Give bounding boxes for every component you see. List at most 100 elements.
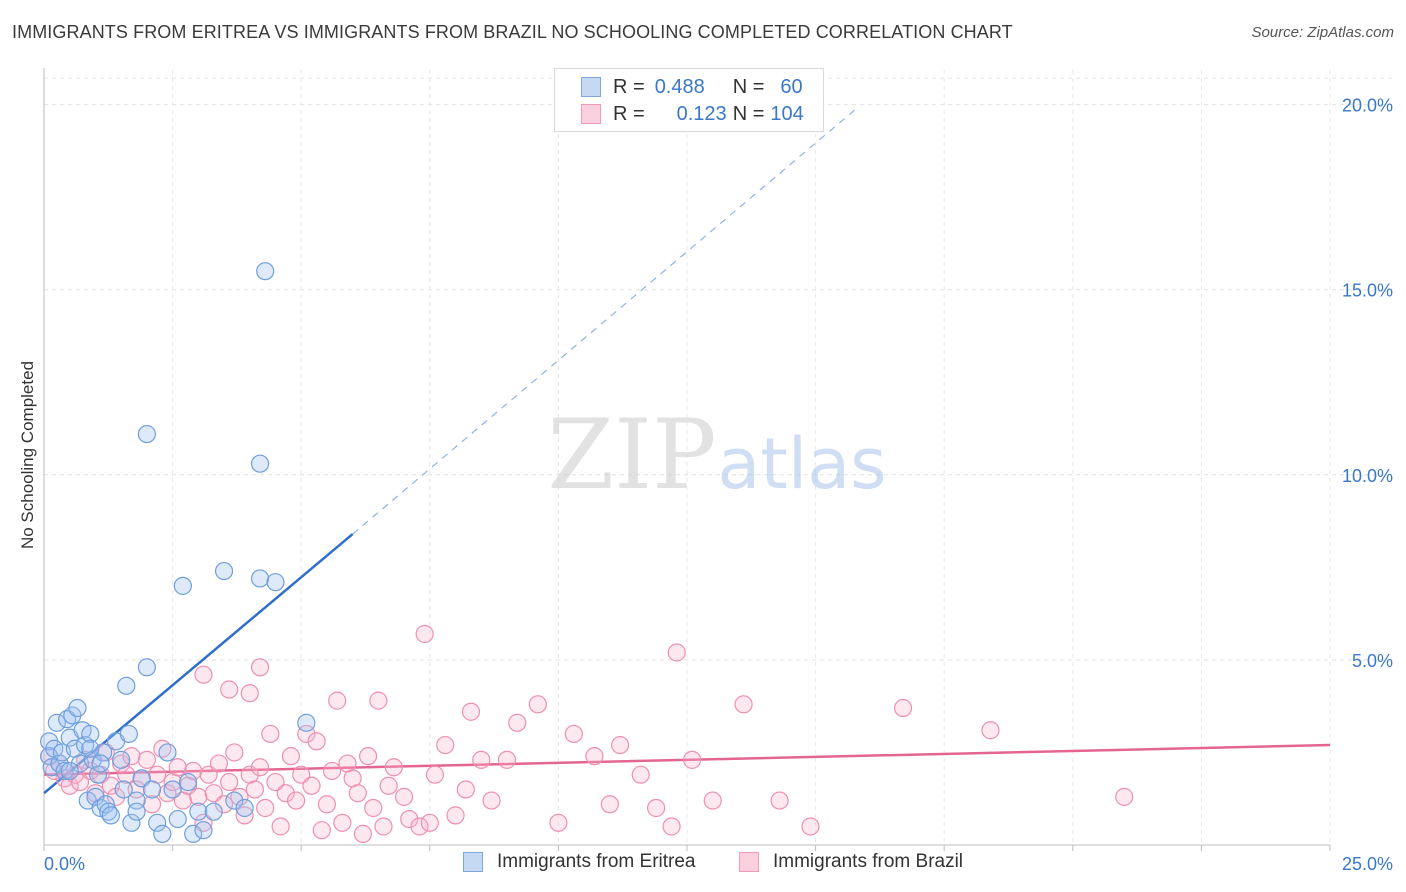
legend-row-brazil: R = 0.123 N = 104 — [581, 102, 804, 126]
brazil-point — [564, 724, 583, 744]
eritrea-point — [81, 739, 100, 758]
brazil-point — [333, 813, 352, 832]
eritrea-point — [96, 795, 115, 814]
eritrea-point — [137, 658, 156, 677]
eritrea-point — [101, 806, 120, 825]
brazil-point — [770, 791, 789, 810]
brazil-point — [307, 732, 326, 751]
eritrea-point — [81, 724, 100, 744]
brazil-point — [369, 691, 388, 710]
brazil-point — [266, 772, 285, 792]
brazil-point — [225, 743, 244, 762]
eritrea-point — [114, 780, 133, 799]
brazil-point — [528, 695, 547, 714]
brazil-point — [199, 765, 218, 784]
eritrea-point — [173, 576, 192, 595]
brazil-point — [549, 813, 568, 832]
legend-row-eritrea: R = 0.488 N = 60 — [581, 75, 803, 99]
brazil-point — [281, 747, 301, 766]
y-tick-label: 10.0% — [1342, 466, 1393, 486]
brazil-point — [220, 772, 239, 792]
brazil-point — [245, 780, 265, 799]
eritrea-point — [148, 813, 167, 832]
brazil-point — [631, 765, 650, 784]
legend-r-value: 0.488 — [654, 75, 705, 98]
brazil-point — [734, 695, 753, 714]
brazil-point — [364, 798, 383, 818]
brazil-point — [683, 750, 702, 769]
legend-n-value: 60 — [780, 75, 803, 98]
brazil-point — [415, 624, 434, 644]
brazil-point — [106, 787, 126, 806]
brazil-point — [292, 765, 311, 784]
legend-r-label: R = — [613, 75, 645, 98]
brazil-point — [420, 813, 439, 832]
brazil-point — [893, 698, 913, 718]
brazil-point — [312, 821, 331, 840]
brazil-trend-line — [43, 743, 1331, 776]
eritrea-point — [266, 573, 285, 592]
eritrea-point — [112, 750, 131, 769]
eritrea-point — [117, 676, 136, 695]
brazil-point — [1115, 787, 1134, 806]
brazil-point — [328, 691, 347, 710]
brazil-point — [801, 817, 820, 836]
brazil-point — [240, 684, 259, 703]
eritrea-point — [250, 454, 270, 473]
brazil-point — [410, 817, 429, 836]
legend-r-label: R = — [613, 102, 645, 125]
eritrea-legend-label: Immigrants from Eritrea — [497, 851, 696, 872]
data-points — [40, 262, 1134, 843]
tick-labels: 5.0% 10.0% 15.0% 20.0% 0.0% 25.0% — [44, 96, 1393, 874]
eritrea-point — [256, 262, 275, 281]
y-tick-label: 5.0% — [1352, 651, 1393, 671]
eritrea-point — [184, 824, 203, 843]
brazil-point — [662, 817, 681, 836]
eritrea-point — [47, 713, 66, 732]
eritrea-point — [250, 569, 270, 588]
brazil-point — [137, 750, 156, 769]
brazil-point — [214, 795, 234, 814]
eritrea-point — [122, 813, 141, 832]
brazil-point — [461, 702, 481, 721]
eritrea-point — [163, 780, 182, 799]
eritrea-point — [235, 798, 254, 818]
eritrea-point — [225, 791, 244, 810]
y-tick-label: 20.0% — [1342, 96, 1393, 116]
eritrea-point — [91, 754, 110, 773]
brazil-point — [348, 784, 367, 803]
brazil-point — [194, 665, 213, 684]
eritrea-point — [194, 821, 213, 840]
brazil-point — [250, 658, 270, 677]
eritrea-point — [60, 761, 79, 781]
eritrea-swatch — [581, 77, 601, 97]
brazil-point — [261, 724, 280, 744]
watermark: ZIP atlas — [547, 399, 886, 511]
brazil-point — [353, 824, 373, 843]
eritrea-point — [55, 761, 74, 781]
brazil-point — [647, 798, 666, 818]
brazil-point — [482, 791, 501, 810]
grid-lines — [43, 70, 1392, 845]
brazil-point — [585, 747, 604, 766]
brazil-point — [703, 791, 722, 810]
brazil-point — [250, 758, 270, 777]
chart-title: IMMIGRANTS FROM ERITREA VS IMMIGRANTS FR… — [12, 22, 1013, 42]
brazil-point — [189, 787, 208, 806]
eritrea-point — [68, 698, 87, 718]
brazil-point — [456, 780, 475, 799]
eritrea-point — [204, 802, 223, 821]
y-axis-label: No Schooling Completed — [18, 360, 37, 550]
brazil-point — [497, 750, 517, 769]
eritrea-point — [158, 743, 177, 762]
eritrea-point — [297, 713, 316, 732]
brazil-point — [70, 772, 90, 792]
brazil-point — [276, 784, 295, 803]
eritrea-trend-extension — [352, 107, 858, 535]
brazil-point — [374, 817, 393, 836]
x-tick-label: 25.0% — [1342, 854, 1393, 874]
eritrea-point — [168, 809, 187, 829]
brazil-point — [446, 806, 465, 825]
legend-n-value: 104 — [770, 102, 804, 125]
legend-r-value: 0.123 — [676, 102, 727, 125]
